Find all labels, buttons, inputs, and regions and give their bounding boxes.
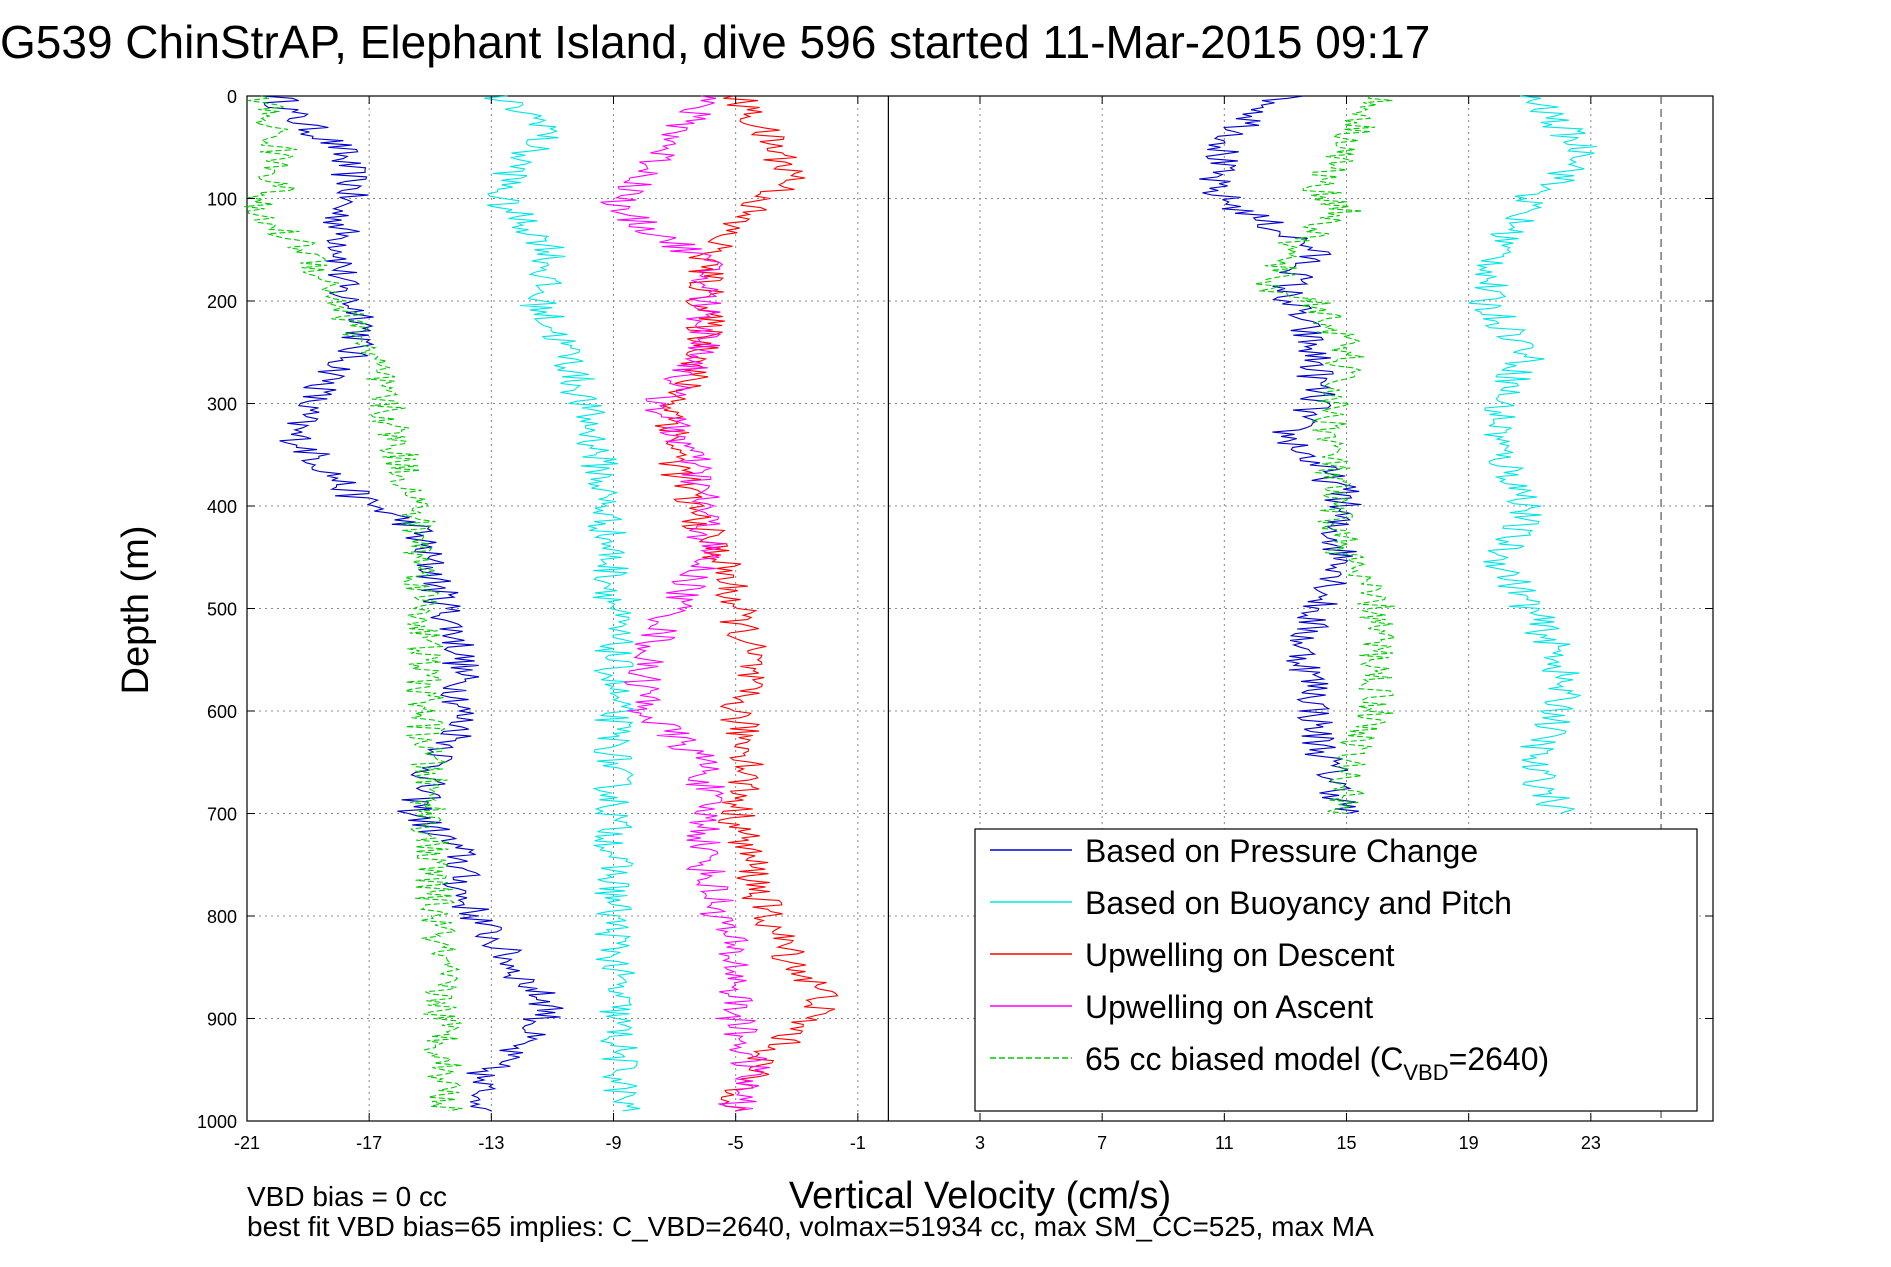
series-line — [244, 95, 463, 1112]
legend-box — [974, 828, 1698, 1112]
y-tick-label: 100 — [207, 190, 237, 210]
y-tick-label: 200 — [207, 292, 237, 312]
y-tick-label: 600 — [207, 702, 237, 722]
x-axis-label: Vertical Velocity (cm/s) — [789, 1175, 1171, 1217]
legend-label: Upwelling on Descent — [1085, 937, 1395, 973]
series-line — [261, 95, 564, 1112]
legend-label: Based on Pressure Change — [1085, 833, 1478, 869]
legend-label: Based on Buoyancy and Pitch — [1085, 885, 1512, 921]
x-tick-label: 3 — [975, 1133, 985, 1153]
y-tick-label: 300 — [207, 395, 237, 415]
legend-label: 65 cc biased model (CVBD=2640) — [1085, 1041, 1549, 1085]
series-line — [1254, 95, 1398, 815]
x-tick-label: -13 — [478, 1133, 504, 1153]
series-line — [1199, 95, 1362, 815]
legend: Based on Pressure Change Based on Buoyanc… — [974, 828, 1698, 1112]
legend-label-main: 65 cc biased model (C — [1085, 1041, 1403, 1077]
x-axis-ticks: -21 -17 -13 -9 -5 -1 3 7 11 15 19 23 — [234, 96, 1601, 1153]
x-tick-label: -5 — [728, 1133, 744, 1153]
best-fit-note: best fit VBD bias=65 implies: C_VBD=2640… — [247, 1211, 1374, 1242]
x-tick-label: -17 — [356, 1133, 382, 1153]
series-line — [484, 95, 641, 1112]
y-tick-label: 400 — [207, 497, 237, 517]
x-tick-label: 15 — [1336, 1133, 1356, 1153]
legend-label-tail: =2640) — [1449, 1041, 1550, 1077]
reference-lines — [887, 96, 1662, 1121]
series-line — [600, 95, 770, 1112]
chart-title: G539 ChinStrAP, Elephant Island, dive 59… — [0, 16, 1430, 68]
x-tick-label: 23 — [1581, 1133, 1601, 1153]
legend-label-subscript: VBD — [1403, 1060, 1448, 1085]
y-axis-label: Depth (m) — [115, 526, 157, 695]
y-tick-label: 500 — [207, 600, 237, 620]
series-line — [1468, 95, 1597, 815]
x-tick-label: 7 — [1097, 1133, 1107, 1153]
y-tick-label: 0 — [227, 87, 237, 107]
y-tick-label: 700 — [207, 805, 237, 825]
x-tick-label: -21 — [234, 1133, 260, 1153]
vbd-bias-note: VBD bias = 0 cc — [247, 1181, 447, 1212]
x-tick-label: -9 — [605, 1133, 621, 1153]
y-tick-label: 900 — [207, 1010, 237, 1030]
legend-label: Upwelling on Ascent — [1085, 989, 1373, 1025]
x-tick-label: -1 — [850, 1133, 866, 1153]
y-tick-label: 1000 — [197, 1112, 237, 1132]
y-axis-ticks: 0 100 200 300 400 500 600 700 800 900 1000 — [197, 87, 1713, 1132]
y-tick-label: 800 — [207, 907, 237, 927]
series-group — [244, 95, 1597, 1112]
series-line — [654, 95, 839, 1112]
x-tick-label: 11 — [1215, 1133, 1234, 1153]
x-tick-label: 19 — [1459, 1133, 1479, 1153]
